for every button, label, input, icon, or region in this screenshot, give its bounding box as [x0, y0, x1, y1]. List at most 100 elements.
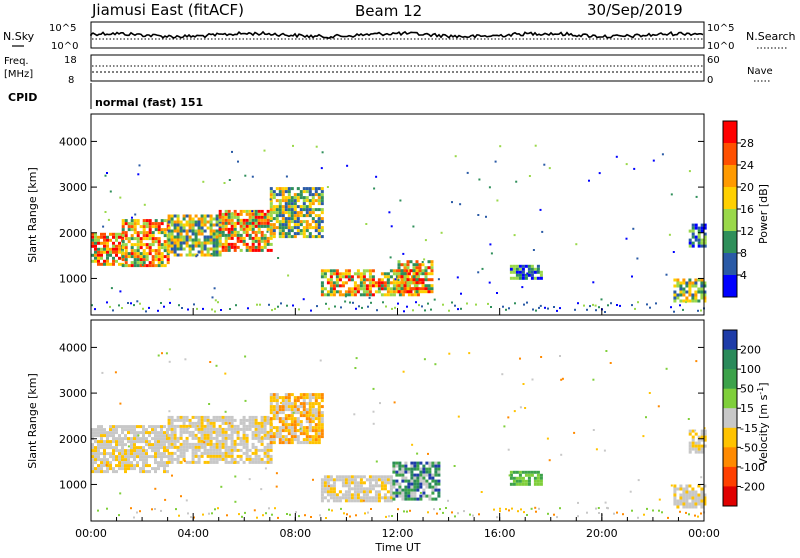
data-cell — [305, 420, 309, 424]
data-cell — [257, 239, 261, 243]
ground-cell — [517, 510, 519, 513]
data-cell — [251, 236, 255, 240]
data-cell — [200, 247, 204, 251]
data-cell — [142, 434, 145, 438]
data-cell — [347, 484, 351, 488]
data-cell — [115, 428, 118, 432]
data-cell — [341, 275, 345, 279]
noise-cell — [615, 155, 618, 158]
data-cell — [148, 455, 151, 459]
data-cell — [700, 435, 704, 439]
data-cell — [130, 222, 134, 226]
ground-cell — [460, 307, 462, 310]
data-cell — [269, 460, 273, 464]
data-cell — [353, 499, 357, 503]
data-cell — [353, 478, 357, 482]
data-cell — [106, 250, 109, 254]
data-cell — [142, 231, 146, 235]
data-cell — [212, 229, 216, 233]
data-cell — [257, 448, 261, 452]
data-cell — [188, 214, 192, 218]
data-cell — [347, 490, 351, 494]
data-cell — [269, 217, 273, 221]
noise-cell — [228, 422, 231, 425]
data-cell — [142, 461, 145, 465]
data-cell — [515, 267, 519, 271]
data-cell — [430, 278, 434, 282]
noise-cell — [224, 372, 227, 375]
data-cell — [536, 267, 540, 271]
data-cell — [397, 284, 401, 288]
data-cell — [395, 281, 399, 285]
data-cell — [224, 445, 228, 449]
data-cell — [430, 263, 434, 267]
ground-cell — [538, 306, 540, 309]
noise-cell — [597, 507, 600, 509]
data-cell — [239, 224, 243, 228]
data-cell — [700, 244, 704, 248]
data-cell — [139, 231, 143, 235]
data-cell — [94, 235, 97, 239]
data-cell — [130, 455, 133, 459]
data-cell — [266, 224, 270, 228]
data-cell — [176, 436, 180, 440]
data-cell — [242, 239, 246, 243]
data-cell — [118, 232, 121, 236]
noise-cell — [168, 410, 171, 413]
data-cell — [332, 496, 336, 500]
ground-cell — [457, 512, 459, 515]
data-cell — [278, 232, 282, 236]
data-cell — [281, 235, 285, 239]
data-cell — [191, 241, 195, 245]
data-cell — [145, 458, 148, 462]
data-cell — [281, 232, 285, 236]
data-cell — [121, 247, 124, 251]
data-cell — [296, 438, 300, 442]
data-cell — [100, 232, 103, 236]
data-cell — [419, 467, 423, 471]
noise-cell — [524, 407, 527, 409]
data-cell — [329, 278, 333, 282]
colorbar-tick-label: 20 — [740, 181, 754, 194]
data-cell — [311, 199, 315, 203]
data-cell — [700, 281, 704, 285]
data-cell — [160, 458, 163, 462]
velocity-colorbar-label: Velocity [m s-1] — [756, 382, 770, 465]
data-cell — [533, 270, 537, 274]
data-cell — [320, 493, 324, 497]
data-cell — [332, 287, 336, 291]
data-cell — [428, 464, 432, 468]
data-cell — [254, 212, 258, 216]
noise-panel-frame — [90, 21, 705, 49]
data-cell — [227, 424, 231, 428]
data-cell — [136, 240, 140, 244]
data-cell — [91, 467, 94, 471]
data-cell — [227, 245, 231, 249]
data-cell — [409, 287, 413, 291]
noise-cell — [598, 172, 601, 175]
data-cell — [130, 431, 133, 435]
data-cell — [182, 235, 186, 239]
data-cell — [401, 473, 405, 477]
data-cell — [94, 247, 97, 251]
data-cell — [296, 420, 300, 424]
noise-cell — [447, 499, 449, 502]
data-cell — [200, 223, 204, 227]
data-cell — [167, 454, 171, 458]
data-cell — [365, 278, 369, 282]
data-cell — [266, 445, 270, 449]
data-cell — [203, 415, 207, 419]
ground-cell — [475, 303, 477, 306]
data-cell — [383, 484, 387, 488]
data-cell — [266, 454, 270, 458]
data-cell — [341, 484, 345, 488]
data-cell — [272, 235, 276, 239]
data-cell — [415, 260, 419, 264]
data-cell — [412, 263, 416, 267]
data-cell — [287, 199, 291, 203]
data-cell — [353, 272, 357, 276]
noise-cell — [102, 225, 105, 228]
data-cell — [112, 232, 115, 236]
data-cell — [245, 224, 249, 228]
data-cell — [103, 440, 106, 444]
